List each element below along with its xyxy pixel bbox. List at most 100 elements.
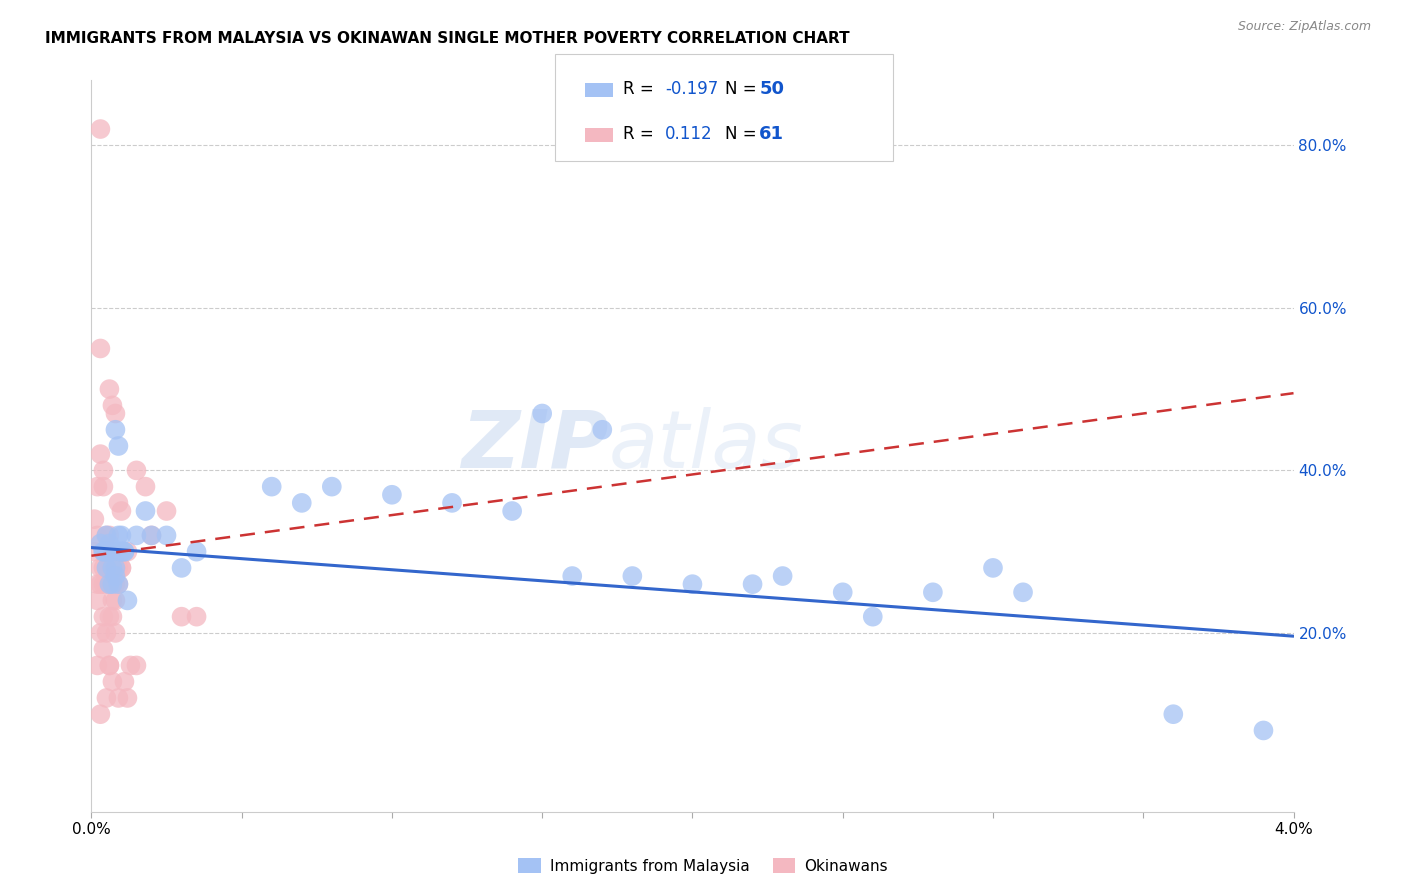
Point: [96, 528, 118, 542]
Point: [120, 658, 142, 673]
Point: [831, 585, 853, 599]
Point: [98, 577, 121, 591]
Point: [114, 674, 136, 689]
Point: [104, 561, 127, 575]
Point: [110, 528, 132, 542]
Point: [134, 480, 156, 494]
Point: [98, 658, 121, 673]
Point: [101, 561, 124, 575]
Point: [89, 561, 111, 575]
Point: [96, 544, 118, 558]
Point: [86, 593, 108, 607]
Point: [170, 609, 193, 624]
Point: [89, 707, 111, 722]
Point: [89, 447, 111, 461]
Point: [186, 544, 208, 558]
Point: [101, 544, 124, 558]
Text: atlas: atlas: [609, 407, 803, 485]
Point: [93, 544, 115, 558]
Point: [117, 593, 139, 607]
Point: [772, 569, 794, 583]
Point: [170, 561, 193, 575]
Point: [110, 504, 132, 518]
Point: [981, 561, 1004, 575]
Text: R =: R =: [623, 80, 659, 98]
Point: [104, 569, 127, 583]
Point: [89, 577, 111, 591]
Point: [741, 577, 763, 591]
Point: [104, 561, 127, 575]
Point: [862, 609, 884, 624]
Point: [104, 577, 127, 591]
Point: [93, 642, 115, 657]
Point: [114, 544, 136, 558]
Point: [96, 577, 118, 591]
Text: 50: 50: [759, 80, 785, 98]
Point: [291, 496, 314, 510]
Point: [93, 463, 115, 477]
Point: [101, 544, 124, 558]
Point: [98, 609, 121, 624]
Point: [621, 569, 644, 583]
Point: [1253, 723, 1275, 738]
Point: [93, 609, 115, 624]
Point: [104, 593, 127, 607]
Point: [125, 463, 148, 477]
Point: [110, 544, 132, 558]
Point: [117, 690, 139, 705]
Point: [561, 569, 583, 583]
Point: [125, 528, 148, 542]
Point: [125, 658, 148, 673]
Point: [141, 528, 163, 542]
Point: [96, 528, 118, 542]
Point: [501, 504, 523, 518]
Point: [107, 528, 129, 542]
Point: [107, 496, 129, 510]
Point: [96, 561, 118, 575]
Point: [98, 561, 121, 575]
Point: [141, 528, 163, 542]
Point: [86, 528, 108, 542]
Text: N =: N =: [725, 125, 762, 143]
Point: [110, 544, 132, 558]
Point: [104, 423, 127, 437]
Point: [98, 528, 121, 542]
Point: [155, 504, 177, 518]
Point: [98, 658, 121, 673]
Point: [186, 609, 208, 624]
Point: [96, 544, 118, 558]
Point: [104, 626, 127, 640]
Text: 61: 61: [759, 125, 785, 143]
Text: N =: N =: [725, 80, 762, 98]
Point: [591, 423, 613, 437]
Point: [107, 577, 129, 591]
Point: [96, 561, 118, 575]
Point: [107, 690, 129, 705]
Point: [96, 626, 118, 640]
Point: [98, 544, 121, 558]
Point: [107, 577, 129, 591]
Point: [1161, 707, 1184, 722]
Point: [101, 561, 124, 575]
Point: [93, 480, 115, 494]
Point: [86, 577, 108, 591]
Point: [93, 577, 115, 591]
Point: [110, 561, 132, 575]
Text: R =: R =: [623, 125, 664, 143]
Text: 0.112: 0.112: [665, 125, 713, 143]
Point: [89, 122, 111, 136]
Point: [96, 690, 118, 705]
Point: [107, 439, 129, 453]
Point: [101, 593, 124, 607]
Point: [922, 585, 945, 599]
Point: [381, 488, 404, 502]
Point: [681, 577, 703, 591]
Point: [89, 342, 111, 356]
Point: [134, 504, 156, 518]
Text: Source: ZipAtlas.com: Source: ZipAtlas.com: [1237, 20, 1371, 33]
Point: [83, 544, 105, 558]
Point: [440, 496, 463, 510]
Point: [101, 609, 124, 624]
Legend: Immigrants from Malaysia, Okinawans: Immigrants from Malaysia, Okinawans: [512, 852, 894, 880]
Point: [98, 382, 121, 396]
